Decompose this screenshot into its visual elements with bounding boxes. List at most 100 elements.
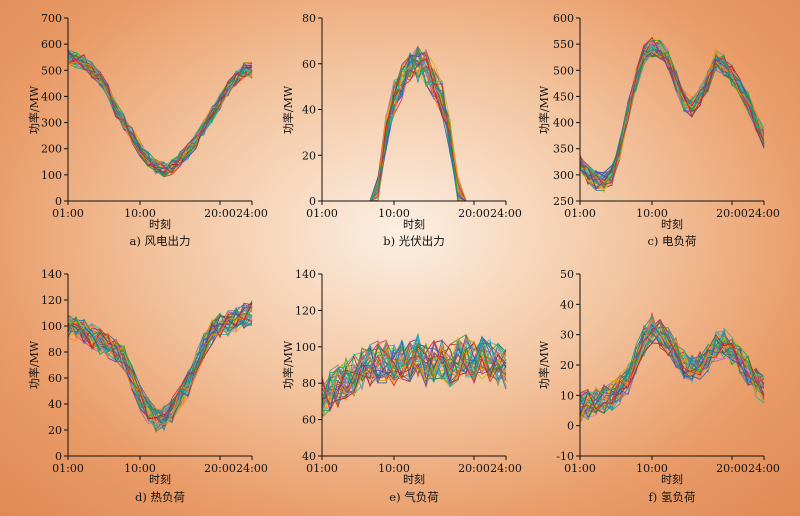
- panel-electric-load: 250 300 350 400 450 500 550 600 01:00 10:00 20:00 2…: [537, 12, 780, 248]
- series-line: [579, 35, 765, 190]
- series-line: [322, 58, 506, 202]
- y-tick-label: 100: [295, 341, 316, 354]
- x-tick-label: 01:00: [52, 462, 84, 475]
- panel-caption: d) 热负荷: [135, 490, 185, 504]
- y-tick-label: 250: [553, 195, 574, 208]
- y-tick-label: 40: [302, 450, 316, 463]
- series-line: [321, 343, 507, 406]
- y-tick-label: 550: [553, 38, 574, 51]
- series-line: [321, 335, 507, 402]
- x-tick-label: 24:00: [236, 207, 268, 220]
- axes: 250 300 350 400 450 500 550 600 01:00 10:00 20:00 2…: [553, 12, 780, 220]
- series-line: [579, 46, 765, 185]
- panel-caption: b) 光伏出力: [383, 234, 445, 248]
- series-line: [322, 59, 506, 202]
- series-line: [579, 319, 765, 412]
- series-lines: [579, 311, 765, 423]
- y-tick-label: 0: [55, 195, 62, 208]
- y-tick-label: 60: [302, 58, 316, 71]
- y-tick-label: 500: [41, 64, 62, 77]
- series-line: [321, 334, 507, 412]
- y-tick-label: 30: [560, 329, 574, 342]
- series-line: [67, 55, 253, 167]
- y-tick-label: 60: [302, 414, 316, 427]
- x-axis-title: 时刻: [661, 472, 683, 486]
- x-tick-label: 10:00: [636, 462, 668, 475]
- series-line: [322, 45, 506, 202]
- y-tick-label: 40: [48, 398, 62, 411]
- series-line: [67, 313, 253, 415]
- y-tick-label: 20: [48, 424, 62, 437]
- series-line: [322, 55, 506, 202]
- series-line: [67, 50, 253, 174]
- y-tick-label: 0: [55, 450, 62, 463]
- x-tick-label: 10:00: [378, 462, 410, 475]
- x-tick-label: 01:00: [306, 462, 338, 475]
- y-tick-label: 400: [553, 117, 574, 130]
- x-tick-label: 10:00: [378, 207, 410, 220]
- series-line: [322, 47, 506, 202]
- x-tick-label: 20:00: [458, 462, 490, 475]
- y-tick-label: 0: [309, 195, 316, 208]
- x-axis-title: 时刻: [403, 472, 425, 486]
- series-line: [579, 50, 765, 185]
- x-tick-label: 01:00: [306, 207, 338, 220]
- y-tick-label: 100: [41, 169, 62, 182]
- y-tick-label: 40: [302, 104, 316, 117]
- series-line: [579, 36, 765, 181]
- panel-pv-output: 0 20 40 60 80 01:00 10:00 20:00 24:00 时刻 功率/MW b…: [281, 12, 522, 248]
- series-line: [67, 300, 253, 419]
- y-tick-label: 20: [302, 149, 316, 162]
- y-axis-title: 功率/MW: [537, 340, 551, 389]
- series-line: [579, 314, 765, 422]
- y-axis-title: 功率/MW: [27, 85, 41, 134]
- series-line: [322, 58, 506, 202]
- x-tick-label: 01:00: [564, 207, 596, 220]
- panel-hydrogen-load: -10 0 10 20 30 40 50 01:00 10:00 20:00 24:00 时刻 功率…: [537, 268, 780, 504]
- series-line: [322, 45, 506, 202]
- y-tick-label: 80: [302, 377, 316, 390]
- panel-gas-load: 40 60 80 100 120 140 01:00 10:00 20:00 24:00 时刻 功…: [281, 268, 522, 504]
- series-line: [67, 302, 253, 420]
- y-tick-label: 700: [41, 12, 62, 25]
- series-line: [322, 60, 506, 202]
- y-tick-label: 80: [302, 12, 316, 25]
- x-tick-label: 01:00: [564, 462, 596, 475]
- x-tick-label: 20:00: [458, 207, 490, 220]
- y-tick-label: 300: [41, 117, 62, 130]
- series-line: [579, 324, 765, 419]
- series-line: [322, 60, 506, 202]
- series-line: [322, 53, 506, 202]
- panel-heat-load: 0 20 40 60 80 100 120 140 01:00 10:00 20:00 24:00 时…: [27, 268, 268, 504]
- series-lines: [321, 332, 507, 419]
- series-line: [579, 48, 765, 183]
- y-tick-label: 140: [295, 268, 316, 281]
- x-tick-label: 24:00: [748, 207, 780, 220]
- y-tick-label: 400: [41, 90, 62, 103]
- series-lines: [67, 48, 253, 178]
- x-tick-label: 20:00: [716, 207, 748, 220]
- panel-caption: e) 气负荷: [389, 490, 438, 504]
- x-axis-title: 时刻: [661, 217, 683, 231]
- series-line: [579, 37, 765, 186]
- y-tick-label: 200: [41, 143, 62, 156]
- x-tick-label: 01:00: [52, 207, 84, 220]
- y-tick-label: 500: [553, 64, 574, 77]
- x-tick-label: 10:00: [636, 207, 668, 220]
- series-line: [579, 319, 765, 413]
- y-tick-label: 120: [295, 304, 316, 317]
- panel-caption: c) 电负荷: [647, 234, 696, 248]
- y-tick-label: 80: [48, 346, 62, 359]
- axes: 0 100 200 300 400 500 600 700 01:00 10:00 20:00 24:…: [41, 12, 268, 220]
- x-tick-label: 24:00: [236, 462, 268, 475]
- y-tick-label: 60: [48, 372, 62, 385]
- series-line: [579, 331, 765, 416]
- series-line: [67, 309, 253, 426]
- series-line: [322, 60, 506, 202]
- y-tick-label: 40: [560, 298, 574, 311]
- y-axis-title: 功率/MW: [281, 340, 295, 389]
- series-line: [322, 54, 506, 202]
- x-tick-label: 10:00: [124, 462, 156, 475]
- y-tick-label: 140: [41, 268, 62, 281]
- series-line: [322, 57, 506, 202]
